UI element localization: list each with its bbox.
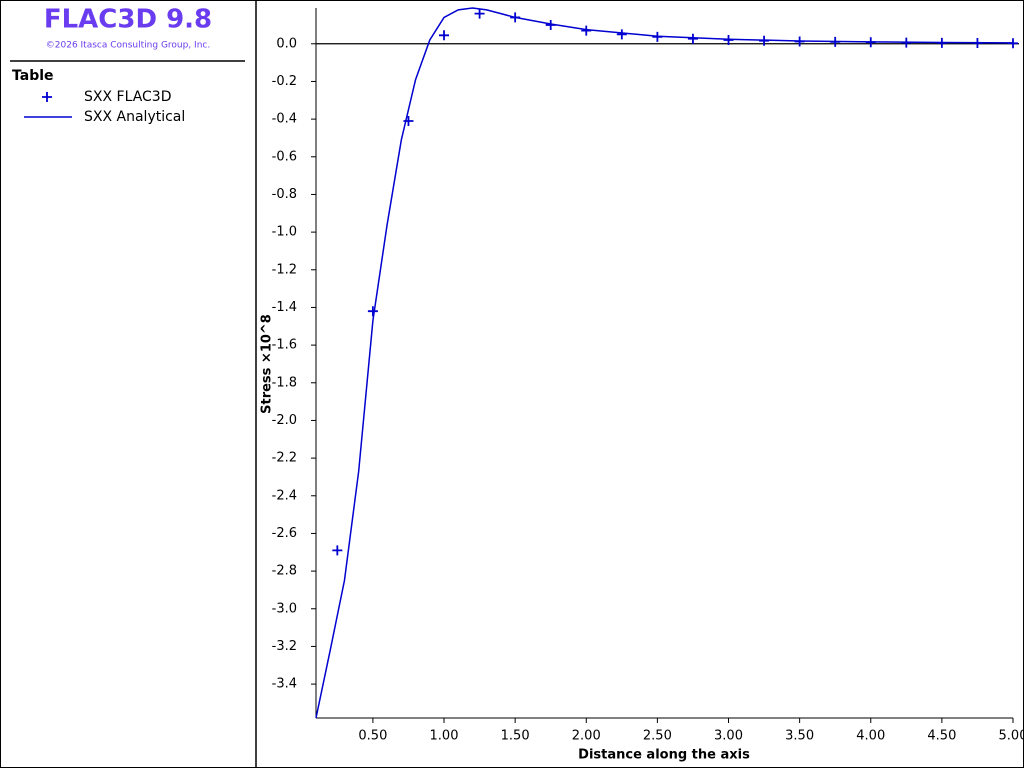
y-tick-label: -0.4 <box>272 112 297 127</box>
legend-label: SXX FLAC3D <box>84 89 172 105</box>
x-tick-label: 3.00 <box>714 729 743 744</box>
x-axis-label: Distance along the axis <box>578 748 750 763</box>
legend-title: Table <box>12 68 54 84</box>
plus-marker <box>367 306 378 317</box>
legend-marker <box>42 92 52 102</box>
y-tick-label: -1.8 <box>272 375 297 390</box>
y-tick-label: -2.0 <box>272 413 297 428</box>
y-tick-label: -3.4 <box>272 677 297 692</box>
plus-marker <box>439 30 450 41</box>
x-tick-label: 4.50 <box>927 729 956 744</box>
legend-label: SXX Analytical <box>84 109 185 125</box>
y-tick-label: -2.4 <box>272 488 297 503</box>
x-tick-label: 0.50 <box>358 729 387 744</box>
y-tick-label: -0.6 <box>272 149 297 164</box>
x-tick-label: 4.00 <box>856 729 885 744</box>
y-tick-label: -2.6 <box>272 526 297 541</box>
x-tick-label: 3.50 <box>785 729 814 744</box>
plus-marker <box>474 8 485 19</box>
x-tick-label: 2.50 <box>643 729 672 744</box>
plus-marker <box>616 29 627 40</box>
plus-marker <box>332 545 343 556</box>
copyright: ©2026 Itasca Consulting Group, Inc. <box>46 41 210 51</box>
y-tick-label: -3.2 <box>272 639 297 654</box>
x-tick-label: 5.00 <box>999 729 1024 744</box>
y-tick-label: -1.4 <box>272 300 297 315</box>
y-tick-label: -1.0 <box>272 225 297 240</box>
app-title: FLAC3D 9.8 <box>44 5 212 35</box>
y-tick-label: -0.8 <box>272 187 297 202</box>
x-tick-label: 1.50 <box>501 729 530 744</box>
y-tick-label: -1.6 <box>272 338 297 353</box>
y-tick-label: -0.2 <box>272 74 297 89</box>
plus-marker <box>687 33 698 44</box>
y-tick-label: -2.2 <box>272 451 297 466</box>
y-tick-label: -3.0 <box>272 601 297 616</box>
y-tick-label: -1.2 <box>272 262 297 277</box>
y-axis-label: Stress ×10^8 <box>260 314 275 414</box>
analytical-line <box>315 7 1014 719</box>
x-tick-label: 2.00 <box>572 729 601 744</box>
y-tick-label: 0.0 <box>276 36 297 51</box>
y-tick-label: -2.8 <box>272 564 297 579</box>
x-tick-label: 1.00 <box>430 729 459 744</box>
